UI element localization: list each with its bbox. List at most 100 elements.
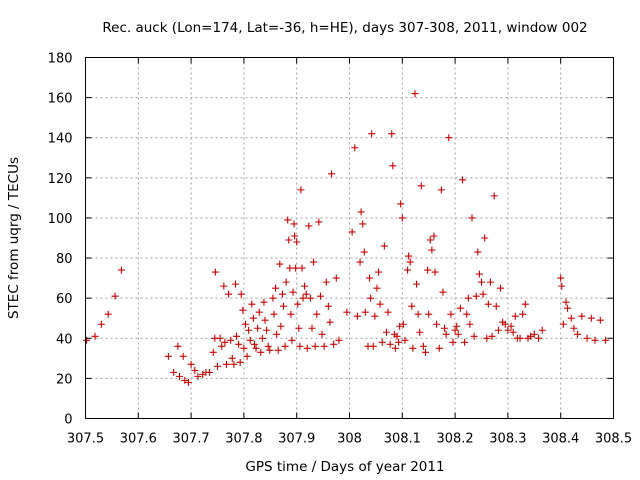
data-point	[276, 260, 284, 268]
data-point	[239, 306, 247, 314]
data-point	[230, 360, 238, 368]
data-point	[260, 298, 268, 306]
data-point	[175, 372, 183, 380]
data-point	[530, 330, 538, 338]
data-point	[574, 330, 582, 338]
data-point	[194, 372, 202, 380]
data-point	[516, 334, 524, 342]
data-point	[305, 222, 313, 230]
data-point	[454, 330, 462, 338]
data-point	[478, 278, 485, 286]
y-tick-label: 40	[56, 332, 73, 347]
data-point	[559, 320, 567, 328]
data-point	[266, 346, 274, 354]
y-tick-label: 80	[56, 252, 73, 267]
data-point	[357, 208, 365, 216]
data-point	[451, 326, 459, 334]
data-point	[288, 336, 296, 344]
data-point	[445, 134, 453, 142]
data-point	[413, 280, 421, 288]
data-point	[257, 348, 265, 356]
data-point	[296, 342, 304, 350]
data-point	[301, 282, 309, 290]
data-point	[356, 258, 364, 266]
data-point	[248, 300, 256, 308]
data-point	[399, 320, 407, 328]
data-point	[284, 216, 292, 224]
data-point	[211, 268, 219, 276]
y-tick-label: 60	[56, 292, 73, 307]
data-point	[490, 192, 498, 200]
data-point	[405, 252, 413, 260]
data-point	[348, 228, 356, 236]
data-point	[170, 368, 178, 376]
data-point	[290, 220, 298, 228]
data-point	[255, 308, 263, 316]
data-point	[227, 336, 235, 344]
x-tick-label: 307.6	[120, 432, 157, 447]
data-point	[401, 336, 409, 344]
data-point	[335, 336, 343, 344]
data-point	[397, 200, 405, 208]
grid-lines	[85, 57, 614, 419]
data-point	[220, 282, 228, 290]
data-point	[431, 268, 439, 276]
data-point	[422, 348, 430, 356]
data-point	[504, 326, 512, 334]
data-point	[308, 324, 316, 332]
data-point	[353, 312, 361, 320]
data-point	[417, 182, 425, 190]
data-point	[263, 326, 271, 334]
data-point	[564, 304, 572, 312]
data-point	[351, 144, 359, 152]
data-point	[274, 346, 282, 354]
data-point	[602, 336, 610, 344]
data-point	[494, 326, 502, 334]
data-point	[538, 326, 546, 334]
data-point	[225, 290, 233, 298]
data-point	[273, 330, 281, 338]
data-point	[214, 362, 221, 370]
data-point	[587, 314, 595, 322]
y-tick-label: 120	[48, 172, 73, 187]
data-point	[299, 294, 307, 302]
data-point	[218, 342, 226, 350]
data-point	[419, 342, 427, 350]
data-point	[326, 318, 334, 326]
data-point	[306, 294, 314, 302]
data-point	[391, 344, 399, 352]
data-point	[406, 258, 414, 266]
data-point	[371, 312, 379, 320]
data-point	[368, 130, 376, 138]
data-point	[426, 236, 434, 244]
data-point	[318, 330, 326, 338]
data-point	[562, 298, 570, 306]
y-tick-label: 160	[48, 92, 73, 107]
data-point	[191, 366, 199, 374]
data-point	[104, 310, 112, 318]
data-point	[596, 316, 604, 324]
data-point	[458, 176, 466, 184]
data-point	[475, 270, 483, 278]
data-point	[258, 334, 266, 342]
data-point	[330, 340, 338, 348]
data-point	[456, 304, 464, 312]
data-point	[373, 284, 381, 292]
data-point	[583, 334, 591, 342]
data-point	[91, 332, 99, 340]
axis-ticks	[85, 57, 614, 419]
data-point	[472, 292, 480, 300]
data-point	[269, 294, 277, 302]
data-point	[281, 342, 289, 350]
data-point	[425, 310, 433, 318]
data-point	[442, 330, 450, 338]
x-tick-label: 308.5	[595, 432, 632, 447]
data-point	[316, 292, 324, 300]
data-point	[245, 326, 253, 334]
data-point	[567, 314, 575, 322]
data-point	[501, 320, 509, 328]
data-point	[408, 302, 416, 310]
y-tick-label: 0	[64, 413, 72, 428]
data-point	[474, 248, 482, 256]
data-point	[366, 274, 374, 282]
